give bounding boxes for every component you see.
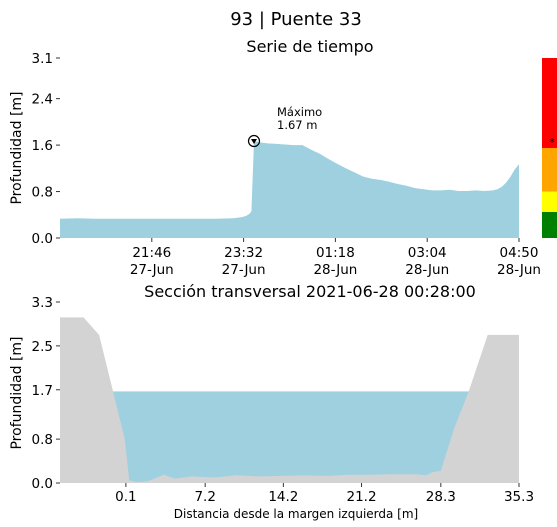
timeseries-y-axis-label: Profundidad [m] — [9, 91, 25, 204]
timeseries-plot-area — [60, 141, 519, 238]
timeseries-y-tick-label: 0.0 — [32, 231, 53, 247]
max-marker — [247, 134, 261, 148]
timeseries-x-tick-date: 27-Jun — [222, 262, 266, 278]
timeseries-y-axis: 0.0 0.8 1.6 2.4 3.1 — [32, 51, 60, 247]
max-annotation: Máximo 1.67 m — [247, 105, 322, 148]
timeseries-x-tick-time: 01:18 — [316, 245, 355, 261]
max-marker-arrow — [250, 139, 257, 145]
timeseries-area — [60, 141, 519, 238]
timeseries-x-axis: 21:4627-Jun23:3227-Jun01:1828-Jun03:0428… — [130, 238, 541, 278]
cross-section-y-tick-label: 3.3 — [32, 295, 53, 311]
max-annotation-value: 1.67 m — [277, 118, 317, 132]
cross-section-x-tick-label: 21.2 — [347, 489, 377, 505]
cross-section-y-tick-label: 0.0 — [32, 476, 53, 492]
cross-section-x-tick-label: 28.3 — [426, 489, 456, 505]
timeseries-x-tick-time: 03:04 — [408, 245, 447, 261]
timeseries-x-tick-time: 23:32 — [224, 245, 263, 261]
cross-section-x-tick-label: 14.2 — [268, 489, 298, 505]
cross-section-y-tick-label: 0.8 — [32, 432, 53, 448]
cross-section-y-tick-label: 1.7 — [32, 383, 53, 399]
alert-level-segment — [542, 211, 557, 238]
cross-section-x-tick-label: 35.3 — [504, 489, 534, 505]
figure-title: 93 | Puente 33 — [230, 9, 362, 30]
cross-section-x-axis: 0.1 7.2 14.2 21.2 28.3 35.3 — [115, 483, 534, 505]
timeseries-x-tick-date: 28-Jun — [497, 262, 541, 278]
timeseries-y-tick-label: 0.8 — [32, 185, 53, 201]
ground-profile — [60, 317, 519, 483]
timeseries-y-tick-label: 3.1 — [32, 51, 53, 67]
timeseries-x-tick-date: 27-Jun — [130, 262, 174, 278]
alert-level-segment — [542, 148, 557, 192]
timeseries-y-tick-label: 1.6 — [32, 138, 53, 154]
alert-level-bar: * — [542, 58, 557, 238]
cross-section-x-axis-label: Distancia desde la margen izquierda [m] — [174, 507, 418, 521]
cross-section-x-tick-label: 7.2 — [194, 489, 215, 505]
alert-level-marker: * — [549, 136, 555, 149]
cross-section-y-axis-label: Profundidad [m] — [9, 336, 25, 449]
alert-level-segment — [542, 58, 557, 148]
water-area — [108, 391, 477, 483]
alert-level-segment — [542, 191, 557, 212]
cross-section-y-tick-label: 2.5 — [32, 339, 53, 355]
cross-section-y-axis: 0.0 0.8 1.7 2.5 3.3 — [32, 295, 60, 492]
timeseries-x-tick-time: 04:50 — [500, 245, 539, 261]
timeseries-x-tick-time: 21:46 — [132, 245, 171, 261]
cross-section-plot-area — [60, 317, 519, 483]
max-annotation-label: Máximo — [277, 105, 322, 119]
timeseries-x-tick-date: 28-Jun — [405, 262, 449, 278]
cross-section-title: Sección transversal 2021-06-28 00:28:00 — [144, 282, 476, 301]
timeseries-x-tick-date: 28-Jun — [313, 262, 357, 278]
cross-section-x-tick-label: 0.1 — [115, 489, 136, 505]
timeseries-y-tick-label: 2.4 — [32, 92, 53, 108]
timeseries-title: Serie de tiempo — [246, 37, 373, 56]
